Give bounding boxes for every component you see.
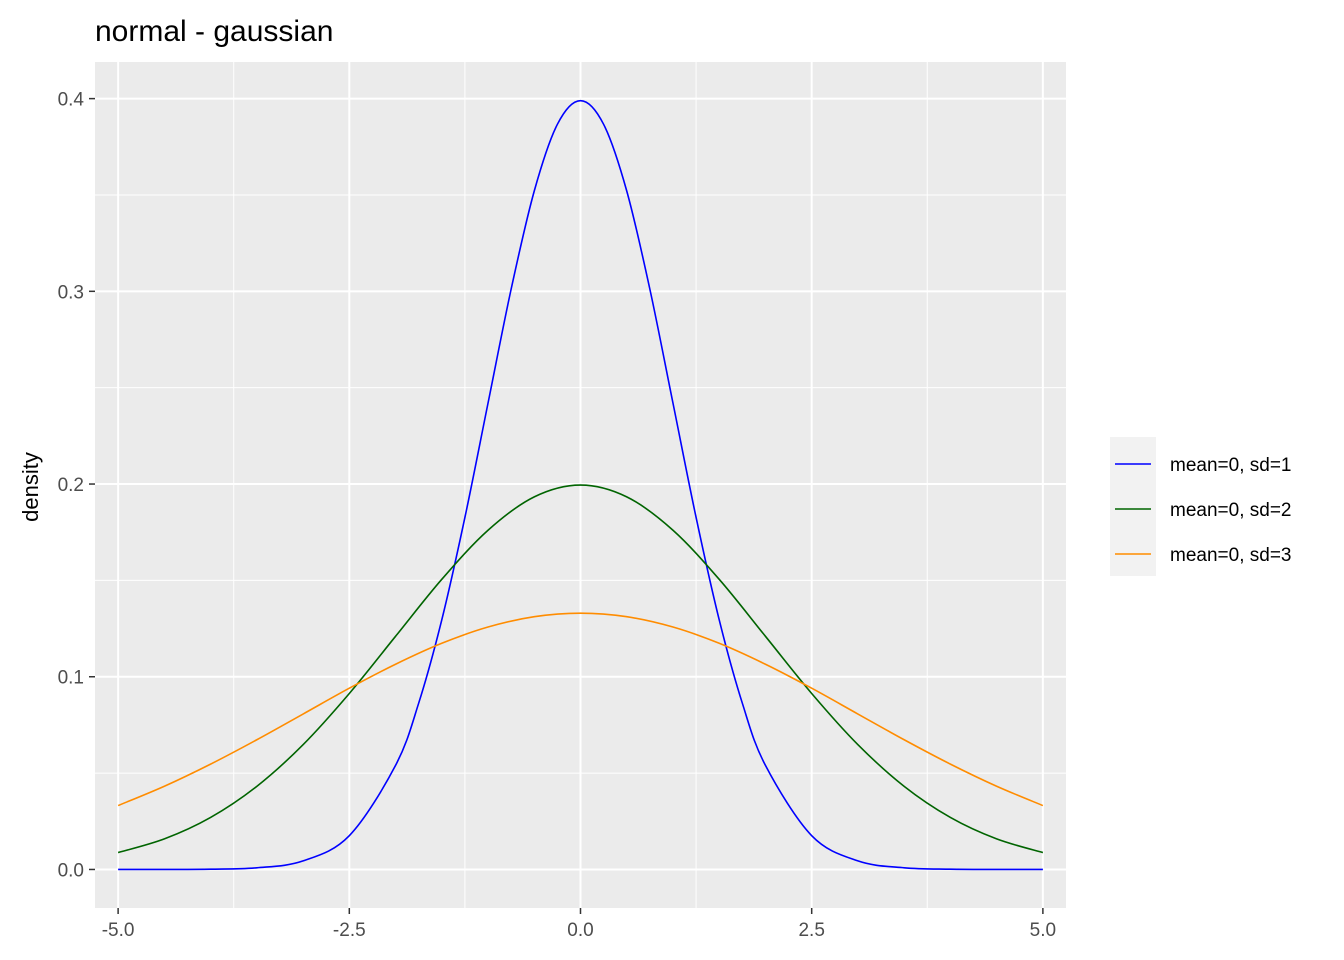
- x-tick-label: 0.0: [567, 920, 593, 941]
- series-line-3: [117, 612, 1044, 807]
- y-tick-label: 0.0: [58, 860, 84, 881]
- y-tick-label: 0.4: [58, 90, 85, 111]
- y-tick-label: 0.1: [58, 668, 84, 689]
- legend-label-2: mean=0, sd=2: [1170, 500, 1291, 521]
- chart-title: normal - gaussian: [95, 15, 333, 48]
- y-tick-label: 0.2: [58, 475, 84, 496]
- x-tick-label: 2.5: [798, 920, 824, 941]
- legend-label-3: mean=0, sd=3: [1170, 545, 1291, 566]
- series-line-2: [117, 484, 1044, 854]
- legend: mean=0, sd=1 mean=0, sd=2 mean=0, sd=3: [1110, 437, 1291, 576]
- legend-label-1: mean=0, sd=1: [1170, 455, 1291, 476]
- x-tick-label: -5.0: [102, 920, 135, 941]
- x-axis: -5.0 -2.5 0.0 2.5 5.0: [102, 908, 1056, 941]
- y-tick-label: 0.3: [58, 282, 84, 303]
- x-tick-label: -2.5: [333, 920, 366, 941]
- x-tick-label: 5.0: [1030, 920, 1056, 941]
- series-line-1: [118, 99, 1043, 871]
- series-lines: [117, 99, 1044, 871]
- legend-key-background: [1110, 437, 1156, 576]
- y-axis: 0.0 0.1 0.2 0.3 0.4: [58, 90, 95, 881]
- y-axis-title: density: [18, 452, 43, 522]
